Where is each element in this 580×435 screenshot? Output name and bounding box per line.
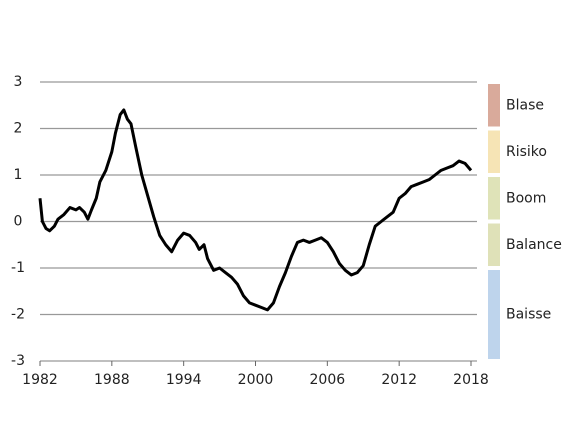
y-tick-label: 1 <box>14 167 23 183</box>
line <box>38 108 473 312</box>
zone-label: Balance <box>506 237 562 253</box>
y-tick-label: -2 <box>11 307 25 323</box>
x-tick-label: 1982 <box>22 372 58 388</box>
x-tick-label: 2000 <box>238 372 274 388</box>
zone-label: Risiko <box>506 144 547 160</box>
x-tick-label: 2012 <box>381 372 417 388</box>
zone-band <box>488 270 500 359</box>
zone-label: Boom <box>506 190 546 206</box>
x-tick-label: 2006 <box>310 372 346 388</box>
y-tick-label: -1 <box>11 260 25 276</box>
zone-band <box>488 84 500 127</box>
x-tick-label: 1994 <box>166 372 202 388</box>
zone-label: Baisse <box>506 307 551 323</box>
zone-band <box>488 223 500 266</box>
y-tick-label: 3 <box>14 74 23 90</box>
x-tick-label: 1988 <box>94 372 130 388</box>
y-tick-label: 0 <box>14 214 23 230</box>
zone-band <box>488 177 500 220</box>
y-tick-label: 2 <box>14 121 23 137</box>
y-tick-label: -3 <box>11 353 25 369</box>
zone-label: Blase <box>506 97 544 113</box>
zone-band <box>488 130 500 173</box>
x-tick-label: 2018 <box>453 372 489 388</box>
